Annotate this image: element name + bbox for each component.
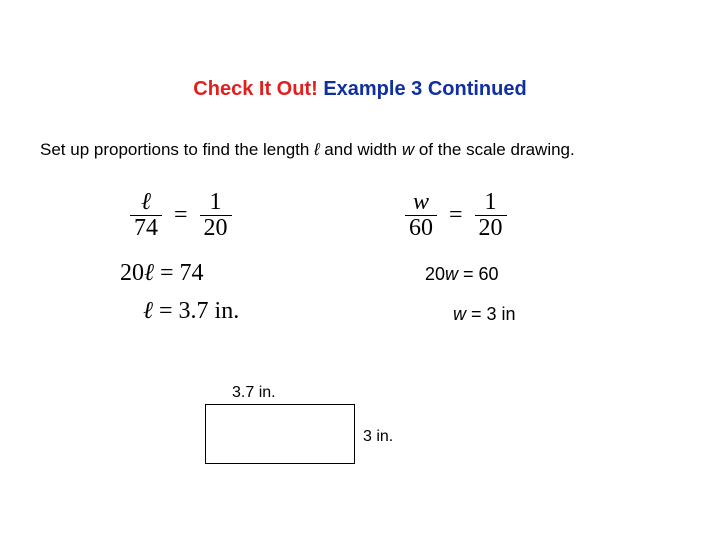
frac-l-2: 1 20 bbox=[200, 190, 232, 241]
scale-rectangle bbox=[205, 404, 355, 464]
l-den2: 20 bbox=[200, 216, 232, 241]
l3-val: 3.7 in. bbox=[179, 298, 240, 324]
instruction-post: of the scale drawing. bbox=[414, 140, 575, 159]
frac-r-2: 1 20 bbox=[475, 190, 507, 241]
r3-w: w bbox=[453, 304, 466, 324]
l-den1: 74 bbox=[130, 216, 162, 241]
r3-rest: = 3 in bbox=[466, 304, 516, 324]
l2-b: 74 bbox=[180, 260, 204, 286]
right-step2: 20w = 60 bbox=[425, 264, 499, 285]
right-proportion: w 60 = 1 20 bbox=[405, 190, 507, 241]
frac-r-1: w 60 bbox=[405, 190, 437, 241]
slide: Check It Out! Example 3 Continued Set up… bbox=[0, 0, 720, 540]
instruction-mid: and width bbox=[320, 140, 402, 159]
left-step3: ℓ = 3.7 in. bbox=[143, 298, 239, 325]
instruction-text: Set up proportions to find the length ℓ … bbox=[40, 140, 575, 160]
r-den1: 60 bbox=[405, 216, 437, 241]
r2-w: w bbox=[445, 264, 458, 284]
r-num2: 1 bbox=[475, 190, 507, 216]
left-step2: 20ℓ = 74 bbox=[120, 260, 204, 287]
frac-l-1: ℓ 74 bbox=[130, 190, 162, 241]
instruction-w: w bbox=[402, 140, 414, 159]
r2-a: 20 bbox=[425, 264, 445, 284]
right-step3: w = 3 in bbox=[453, 304, 516, 325]
r-eq: = bbox=[443, 202, 469, 229]
l3-eq: = bbox=[153, 298, 179, 324]
title-red: Check It Out! bbox=[193, 78, 323, 100]
rect-label-right: 3 in. bbox=[363, 428, 393, 446]
l2-a: 20 bbox=[120, 260, 144, 286]
r-num1: w bbox=[405, 190, 437, 216]
r2-rest: = 60 bbox=[458, 264, 499, 284]
l-num2: 1 bbox=[200, 190, 232, 216]
l-num1: ℓ bbox=[141, 189, 151, 215]
l2-ell: ℓ bbox=[144, 260, 154, 286]
rect-label-top: 3.7 in. bbox=[232, 384, 276, 402]
l2-eq: = bbox=[154, 260, 180, 286]
l-eq: = bbox=[168, 202, 194, 229]
slide-title: Check It Out! Example 3 Continued bbox=[0, 78, 720, 101]
left-proportion: ℓ 74 = 1 20 bbox=[130, 190, 232, 241]
l3-ell: ℓ bbox=[143, 298, 153, 324]
r-den2: 20 bbox=[475, 216, 507, 241]
title-blue: Example 3 Continued bbox=[323, 78, 526, 100]
instruction-pre: Set up proportions to find the length bbox=[40, 140, 314, 159]
